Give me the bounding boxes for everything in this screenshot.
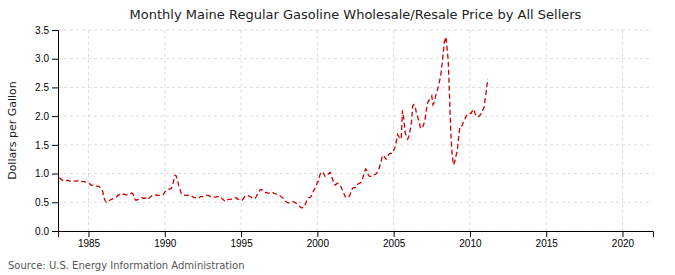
x-axis-tick-label: 2015 xyxy=(536,238,559,249)
x-axis-tick: 1985 xyxy=(78,231,101,249)
y-axis-tick-label: 0.5 xyxy=(35,197,49,208)
grid-line-y xyxy=(58,202,653,203)
x-axis-tick: 2015 xyxy=(536,231,559,249)
grid-line-x xyxy=(88,30,89,231)
title: Monthly Maine Regular Gasoline Wholesale… xyxy=(130,7,582,22)
source-note: Source: U.S. Energy Information Administ… xyxy=(8,260,245,271)
y-axis-tick: 0.0 xyxy=(35,226,58,237)
grid xyxy=(58,30,653,231)
grid-line-y xyxy=(58,87,653,88)
grid-line-x xyxy=(317,30,318,231)
x-axis-tick-label: 2005 xyxy=(383,238,406,249)
y-axis-tick-mark xyxy=(52,87,58,88)
y-axis-tick-mark xyxy=(52,116,58,117)
y-axis-tick: 0.5 xyxy=(35,197,58,208)
x-axis: 1985 1990 1995 2000 2005 2010 2015 2020 xyxy=(59,231,654,249)
y-axis-tick-label: 1.0 xyxy=(35,168,49,179)
grid-line-y xyxy=(58,144,653,145)
chart-container: 1985 1990 1995 2000 2005 2010 2015 2020 0.0 0.5 1.… xyxy=(0,0,675,275)
marks xyxy=(59,37,488,208)
grid-line-y xyxy=(58,116,653,117)
y-axis: 0.0 0.5 1.0 1.5 2.0 2.5 3.0 3.5 xyxy=(35,25,58,237)
x-axis-tick-label: 2020 xyxy=(612,238,635,249)
x-axis-tick-mark xyxy=(622,231,623,237)
x-axis-tick: 1995 xyxy=(230,231,253,249)
y-axis-tick-mark xyxy=(52,59,58,60)
x-axis-tick: 1990 xyxy=(154,231,177,249)
y-axis-tick: 1.0 xyxy=(35,168,58,179)
x-axis-tick: 2020 xyxy=(612,231,635,249)
price-line xyxy=(59,37,488,208)
grid-line-x xyxy=(241,30,242,231)
x-axis-tick-label: 1990 xyxy=(154,238,177,249)
y-axis-tick-mark xyxy=(52,145,58,146)
y-axis-title: Dollars per Gallon xyxy=(6,81,19,180)
grid-line-x xyxy=(546,30,547,231)
y-axis-tick: 3.0 xyxy=(35,53,58,64)
x-axis-tick-mark xyxy=(241,231,242,237)
grid-line-y xyxy=(58,58,653,59)
x-axis-domain xyxy=(59,232,654,238)
x-axis-tick-mark xyxy=(470,231,471,237)
y-axis-tick: 1.5 xyxy=(35,140,58,151)
y-axis-tick-label: 3.0 xyxy=(35,53,49,64)
x-axis-tick-label: 1985 xyxy=(78,238,101,249)
plot: 1985 1990 1995 2000 2005 2010 2015 2020 0.0 0.5 1.… xyxy=(35,25,653,249)
x-axis-tick-label: 2000 xyxy=(307,238,330,249)
grid-line-x xyxy=(393,30,394,231)
y-axis-tick-label: 1.5 xyxy=(35,140,49,151)
x-axis-tick: 2005 xyxy=(383,231,406,249)
chart-svg: 1985 1990 1995 2000 2005 2010 2015 2020 0.0 0.5 1.… xyxy=(0,0,675,275)
x-axis-tick-mark xyxy=(165,231,166,237)
grid-line-x xyxy=(622,30,623,231)
y-axis-tick-label: 3.5 xyxy=(35,25,49,36)
y-axis-tick-mark xyxy=(52,231,58,232)
x-axis-tick-label: 2010 xyxy=(459,238,482,249)
y-axis-tick-mark xyxy=(52,202,58,203)
y-axis-tick-label: 2.5 xyxy=(35,82,49,93)
grid-line-y xyxy=(58,173,653,174)
grid-line-y xyxy=(58,30,653,31)
x-axis-tick-mark xyxy=(546,231,547,237)
y-axis-tick-label: 2.0 xyxy=(35,111,49,122)
grid-line-x xyxy=(164,30,165,231)
y-axis-tick: 2.0 xyxy=(35,111,58,122)
x-axis-tick-label: 1995 xyxy=(230,238,253,249)
x-axis-tick-mark xyxy=(317,231,318,237)
x-axis-tick: 2010 xyxy=(459,231,482,249)
x-axis-tick: 2000 xyxy=(307,231,330,249)
y-axis-tick: 2.5 xyxy=(35,82,58,93)
grid-line-x xyxy=(469,30,470,231)
y-axis-tick: 3.5 xyxy=(35,25,58,36)
y-axis-tick-mark xyxy=(52,174,58,175)
y-axis-tick-mark xyxy=(52,30,58,31)
y-axis-tick-label: 0.0 xyxy=(35,226,49,237)
x-axis-tick-mark xyxy=(89,231,90,237)
x-axis-tick-mark xyxy=(394,231,395,237)
y-axis-domain xyxy=(52,31,59,232)
